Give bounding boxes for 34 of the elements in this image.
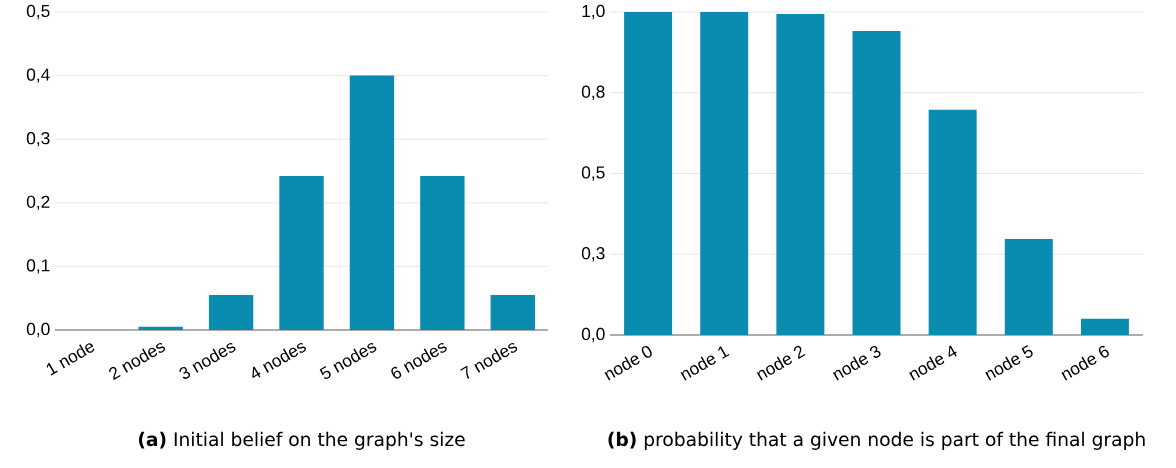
bar	[420, 176, 465, 330]
bar	[852, 31, 901, 335]
bar	[1080, 318, 1129, 335]
y-tick-label: 0,0	[26, 322, 50, 338]
y-tick-label: 0,5	[26, 4, 50, 20]
y-tick-label: 0,5	[581, 166, 605, 181]
x-tick-label: node 0	[604, 345, 652, 381]
y-tick-label: 1,0	[582, 4, 605, 20]
y-tick-label: 0,3	[26, 132, 50, 147]
bar	[490, 295, 535, 330]
bar	[279, 176, 324, 330]
bar	[776, 13, 825, 335]
bar	[624, 12, 673, 335]
y-tick-label: 0,2	[26, 195, 50, 210]
bar	[1004, 239, 1053, 335]
bar	[208, 295, 254, 330]
x-tick-label: 1 node	[46, 343, 95, 376]
x-tick-label: node 3	[832, 345, 881, 381]
x-tick-label: node 6	[1061, 345, 1109, 381]
x-tick-label: node 5	[985, 345, 1033, 381]
bar	[928, 109, 977, 335]
y-tick-label: 0,0	[581, 327, 605, 343]
x-tick-label: node 1	[680, 346, 730, 381]
y-tick-label: 0,8	[581, 85, 605, 100]
text: (b) probability that a given node is part of the final graph	[608, 431, 1145, 450]
bar	[700, 12, 749, 335]
bar	[138, 326, 183, 330]
x-tick-label: node 4	[909, 345, 957, 381]
bar	[349, 75, 395, 330]
y-tick-label: 0,3	[581, 247, 605, 262]
x-tick-label: node 2	[756, 345, 806, 381]
y-tick-label: 0,1	[26, 259, 50, 274]
y-tick-label: 0,4	[26, 68, 50, 83]
text: (a) Initial belief on the graph's size	[138, 431, 465, 450]
